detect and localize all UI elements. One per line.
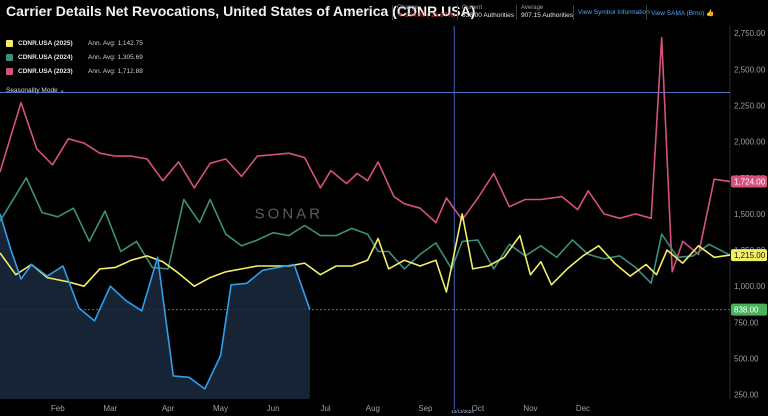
series-line [0,36,731,273]
current-label: Current [462,5,483,11]
header-divider [646,5,647,20]
series-area-fill [0,213,310,399]
x-tick-label: Aug [366,404,380,413]
x-tick-label: May [213,404,228,413]
view-symbol-info-link[interactable]: View Symbol Information [578,9,650,16]
header-divider [457,5,458,20]
y-tick-label: 2,250.00 [734,102,766,111]
y-tick-label: 500.00 [734,355,759,364]
average-value: 907.15 Authorities [521,12,574,19]
header-divider [573,5,574,20]
y-tick-label: 1,000.00 [734,282,766,291]
legend-series-name: CDNR.USA (2023) [18,68,73,75]
change-label: Change [397,5,419,11]
last-value-label: 1,215.00 [734,251,766,260]
average-stat: Average 907.15 Authorities [521,4,573,20]
legend-series-avg: Ann. Avg: 1,305.69 [88,54,143,61]
current-stat: Current 838.00 Authorities [462,4,514,20]
chevron-down-icon: ⌄ [59,87,65,94]
y-tick-label: 2,000.00 [734,138,766,147]
change-pct: (-25.97%) [426,12,456,19]
last-value-tag [731,249,767,262]
change-icon: ▼ [397,12,406,19]
x-tick-label: Feb [51,404,65,413]
last-value-tag [731,303,767,316]
header-divider [516,5,517,20]
view-sama-link[interactable]: View SAMA (Bmo) 👍 [651,10,715,17]
watermark: SONAR [255,205,323,222]
x-tick-label: Jun [267,404,280,413]
x-tick-label: Dec [576,404,590,413]
legend-series-name: CDNR.USA (2025) [18,40,73,47]
x-tick-label: Oct [472,404,485,413]
seasonality-mode-label: Seasonality Mode [6,87,58,94]
last-value-tag [731,175,767,188]
legend-series-avg: Ann. Avg: 1,142.75 [88,40,143,47]
y-tick-label: 2,500.00 [734,65,766,74]
chart-title: Carrier Details Net Revocations, United … [6,3,476,19]
y-tick-label: 750.00 [734,318,759,327]
average-label: Average [521,5,544,11]
last-value-label: 838.00 [734,306,759,315]
legend-series-avg: Ann. Avg: 1,712.88 [88,68,143,75]
crosshair-date-label: 10/13/2024 [451,409,474,414]
y-tick-label: 1,500.00 [734,210,766,219]
x-tick-label: Apr [162,404,175,413]
change-value: 294.00 [405,12,426,19]
header-divider [392,5,393,20]
series-line [0,213,311,390]
x-tick-label: Nov [523,404,537,413]
chart-header: Carrier Details Net Revocations, United … [0,0,768,26]
seasonality-mode-dropdown[interactable]: Seasonality Mode ⌄ [6,86,65,94]
current-value: 838.00 Authorities [462,12,515,19]
change-stat: Change ▼ 294.00 (-25.97%) [397,4,455,20]
legend-swatch [6,40,13,47]
series-line [0,213,731,293]
x-tick-label: Sep [418,404,433,413]
legend-swatch [6,54,13,61]
y-tick-label: 2,750.00 [734,29,766,38]
y-tick-label: 250.00 [734,391,759,400]
last-value-label: 1,724.00 [734,178,766,187]
series-line [0,177,731,285]
x-tick-label: Jul [320,404,330,413]
x-tick-label: Mar [103,404,117,413]
legend-swatch [6,68,13,75]
legend-series-name: CDNR.USA (2024) [18,54,73,61]
